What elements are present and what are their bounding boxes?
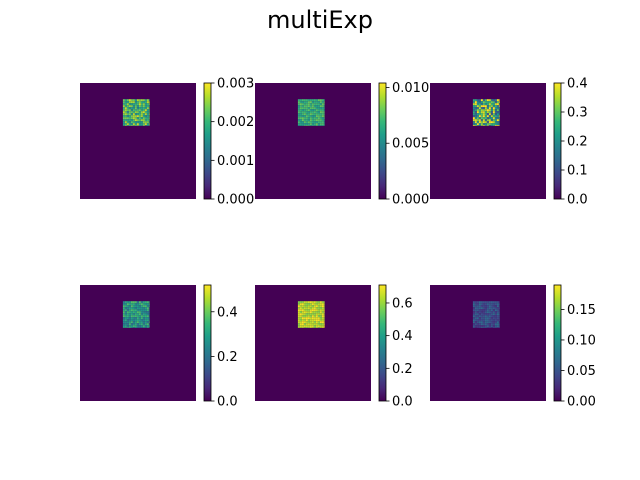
colorbar-tick-label: 0.010 — [392, 81, 429, 96]
heatmap-patch — [472, 301, 500, 328]
colorbar — [553, 82, 562, 200]
colorbar — [203, 284, 212, 402]
subplot-6: 0.00 0.05 0.10 0.15 — [430, 284, 596, 410]
subplot-5: 0.0 0.2 0.4 0.6 — [255, 284, 413, 410]
colorbar-tick-label: 0.0 — [217, 395, 238, 410]
colorbar-tick-label: 0.002 — [217, 115, 254, 130]
colorbar-tick-label: 0.0 — [567, 193, 588, 208]
colorbar-tick-label: 0.2 — [567, 135, 588, 150]
subplot-1: 0.000 0.001 0.002 0.003 — [80, 77, 254, 208]
heatmap-patch — [122, 99, 150, 126]
colorbar — [203, 82, 212, 200]
colorbar-tick-label: 0.2 — [392, 362, 413, 377]
colorbar-tick-label: 0.003 — [217, 77, 254, 92]
colorbar-tick-label: 0.0 — [392, 395, 413, 410]
colorbar-tick-label: 0.1 — [567, 164, 588, 179]
colorbar-tick-label: 0.05 — [567, 364, 596, 379]
colorbar-tick-label: 0.6 — [392, 296, 413, 311]
heatmap-patch — [472, 99, 500, 126]
colorbar-tick-label: 0.005 — [392, 137, 429, 152]
heatmap-patch — [297, 301, 325, 328]
subplot-3: 0.0 0.1 0.2 0.3 0.4 — [430, 77, 588, 208]
figure-title: multiExp — [267, 6, 373, 34]
colorbar — [378, 284, 387, 402]
colorbar-tick-label: 0.00 — [567, 395, 596, 410]
colorbar-tick-label: 0.4 — [567, 77, 588, 92]
colorbar-tick-label: 0.3 — [567, 106, 588, 121]
subplot-2: 0.000 0.005 0.010 — [255, 81, 429, 208]
colorbar-tick-label: 0.000 — [392, 193, 429, 208]
colorbar-tick-label: 0.10 — [567, 333, 596, 348]
colorbar-tick-label: 0.2 — [217, 350, 238, 365]
heatmap-patch — [122, 301, 150, 328]
colorbar-tick-label: 0.4 — [217, 305, 238, 320]
colorbar-tick-label: 0.4 — [392, 329, 413, 344]
colorbar-tick-label: 0.15 — [567, 303, 596, 318]
colorbar — [378, 82, 387, 200]
colorbar-tick-label: 0.000 — [217, 193, 254, 208]
heatmap-patch — [297, 99, 325, 126]
colorbar — [553, 284, 562, 402]
colorbar-tick-label: 0.001 — [217, 154, 254, 169]
subplot-4: 0.0 0.2 0.4 — [80, 284, 238, 410]
